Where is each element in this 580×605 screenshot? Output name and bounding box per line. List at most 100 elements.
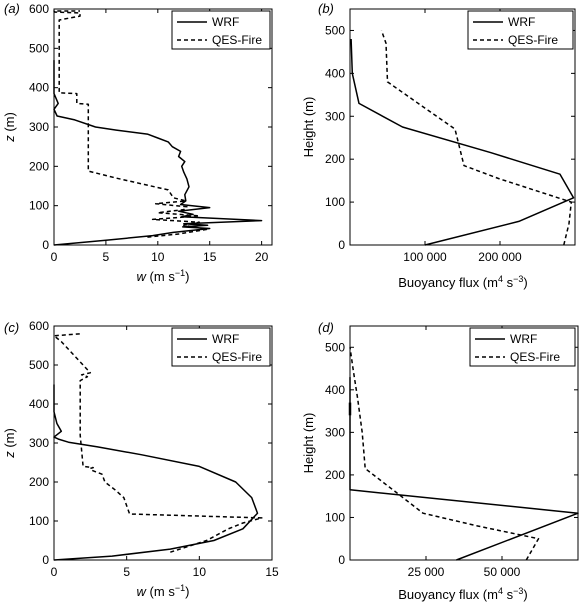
panel-c-ytick-label: 100 — [29, 514, 49, 528]
panel-b-ticks: 100 000 200 000 0 100 200 300 400 500 — [325, 9, 575, 264]
panel-d-legend-box — [469, 327, 576, 367]
panel-d-xlabel-close: ) — [523, 587, 527, 602]
panel-c-legend-wrf: WRF — [212, 332, 239, 346]
panel-c-xlabel-close: ) — [185, 584, 189, 599]
panel-c-ytick-label: 0 — [42, 553, 49, 567]
panel-b-series-qes-fire — [380, 30, 573, 246]
panel-c-xtick-label: 15 — [265, 565, 279, 579]
panel-b-xlabel-close: ) — [523, 275, 527, 290]
panel-a-plot-area — [53, 10, 263, 246]
panel-d-xlabel: Buoyancy flux (m4 s−3) — [398, 586, 527, 602]
panel-d-xlabel-exp2: −3 — [513, 586, 523, 596]
panel-a-ytick-label: 200 — [29, 159, 49, 173]
panel-b-ytick-label: 500 — [325, 23, 345, 37]
panel-b-plot-area — [350, 30, 575, 246]
panel-a-label: (a) — [4, 1, 20, 16]
panel-d-xlabel-s: s — [503, 587, 514, 602]
panel-d-ytick-label: 0 — [338, 553, 345, 567]
panel-b-xlabel-exp2: −3 — [513, 274, 523, 284]
panel-c-ytick-label: 600 — [29, 319, 49, 333]
panel-a-series-qes-fire — [53, 10, 209, 238]
panel-c: (c) 0 5 10 15 0 100 200 300 400 500 600 WRF QES-Fi… — [2, 319, 279, 599]
panel-d-ytick-label: 500 — [325, 340, 345, 354]
panel-b-ytick-label: 200 — [325, 152, 345, 166]
panel-d-legend-wrf: WRF — [510, 332, 537, 346]
panel-b-ylabel: Height (m) — [301, 97, 316, 158]
panel-c-xtick-label: 10 — [193, 565, 207, 579]
panel-a-legend-qes: QES-Fire — [212, 33, 262, 47]
panel-b-label: (b) — [318, 1, 334, 16]
panel-a-legend-box — [171, 10, 271, 50]
panel-a-xlabel-unit: (m s — [146, 269, 175, 284]
panel-d-label: (d) — [318, 320, 334, 335]
panel-c-xlabel-unit: (m s — [146, 584, 175, 599]
panel-b-xlabel-text: Buoyancy flux (m — [398, 275, 498, 290]
panel-a-xtick-label: 15 — [203, 250, 217, 264]
panel-b-xtick-label: 200 000 — [478, 250, 522, 264]
panel-d-series-qes-fire — [349, 347, 540, 561]
panel-c-ytick-label: 300 — [29, 436, 49, 450]
panel-c-ytick-label: 200 — [29, 475, 49, 489]
panel-d-xtick-label: 25 000 — [408, 565, 445, 579]
panel-a-legend: WRF QES-Fire — [171, 10, 271, 50]
panel-c-ylabel-unit: (m) — [2, 428, 17, 451]
panel-b-xlabel-s: s — [503, 275, 514, 290]
panel-b-ytick-label: 100 — [325, 195, 345, 209]
panel-a-legend-wrf: WRF — [212, 15, 239, 29]
panel-b-ytick-label: 300 — [325, 109, 345, 123]
panel-d-xtick-label: 50 000 — [484, 565, 521, 579]
panel-d-legend-qes: QES-Fire — [510, 350, 560, 364]
panel-a-ytick-label: 300 — [29, 120, 49, 134]
panel-c-ylabel-var: z — [2, 451, 17, 459]
panel-c-ticks: 0 5 10 15 0 100 200 300 400 500 600 — [29, 319, 279, 579]
panel-b-ytick-label: 0 — [338, 238, 345, 252]
panel-a-ylabel-unit: (m) — [2, 112, 17, 135]
panel-c-legend: WRF QES-Fire — [171, 327, 271, 367]
panel-a-xtick-label: 20 — [255, 250, 269, 264]
panel-c-ytick-label: 400 — [29, 397, 49, 411]
panel-d-plot-area — [348, 347, 579, 561]
panel-b: (b) 100 000 200 000 0 100 200 300 400 500 WRF Q… — [301, 1, 576, 290]
panel-b-series-wrf — [350, 38, 575, 246]
panel-b-frame — [349, 8, 576, 246]
panel-c-xtick-label: 5 — [123, 565, 130, 579]
panel-d-ytick-label: 300 — [325, 425, 345, 439]
panel-a-ytick-label: 100 — [29, 199, 49, 213]
panel-b-xlabel: Buoyancy flux (m4 s−3) — [398, 274, 527, 290]
panel-c-plot-area — [53, 333, 263, 561]
panel-a-ylabel: z (m) — [2, 112, 17, 143]
panel-d-legend: WRF QES-Fire — [469, 327, 576, 367]
panel-a-xlabel-close: ) — [185, 269, 189, 284]
panel-a-xtick-label: 0 — [51, 250, 58, 264]
panel-d-series-wrf — [349, 377, 579, 561]
panel-d-ylabel: Height (m) — [301, 413, 316, 474]
panel-b-legend-box — [467, 10, 574, 50]
panel-a-ytick-label: 600 — [29, 2, 49, 16]
panel-a-ytick-label: 400 — [29, 81, 49, 95]
panel-b-xtick-label: 100 000 — [403, 250, 447, 264]
panel-d-ticks: 25 000 50 000 0 100 200 300 400 500 — [325, 326, 578, 579]
panel-a-ylabel-var: z — [2, 135, 17, 143]
panel-a-xlabel-exp: −1 — [175, 268, 185, 278]
panel-d-ytick-label: 100 — [325, 510, 345, 524]
panel-b-legend-wrf: WRF — [508, 15, 535, 29]
panel-c-legend-qes: QES-Fire — [212, 350, 262, 364]
panel-c-ylabel: z (m) — [2, 428, 17, 459]
panel-d-xlabel-text: Buoyancy flux (m — [398, 587, 498, 602]
panel-b-legend-qes: QES-Fire — [508, 33, 558, 47]
panel-c-xtick-label: 0 — [51, 565, 58, 579]
panel-a-series-wrf — [53, 60, 263, 246]
panel-a-ytick-label: 500 — [29, 41, 49, 55]
panel-c-xlabel-exp: −1 — [175, 583, 185, 593]
panel-c-xlabel-var: w — [137, 584, 148, 599]
panel-c-series-wrf — [53, 384, 259, 561]
panel-b-xlabel-exp1: 4 — [498, 274, 503, 284]
panel-a-xlabel-var: w — [137, 269, 148, 284]
panel-a-xlabel: w (m s−1) — [137, 268, 190, 284]
panel-a-xtick-label: 5 — [103, 250, 110, 264]
panel-c-label: (c) — [4, 320, 19, 335]
panel-c-xlabel: w (m s−1) — [137, 583, 190, 599]
